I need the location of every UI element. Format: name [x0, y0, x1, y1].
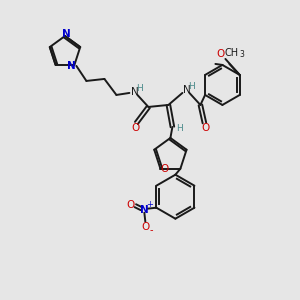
Text: -: -	[150, 225, 153, 235]
Text: H: H	[136, 84, 143, 93]
Text: +: +	[146, 200, 153, 209]
Text: O: O	[160, 164, 169, 174]
Text: N: N	[140, 205, 149, 215]
Text: O: O	[141, 222, 149, 232]
Text: O: O	[201, 123, 209, 133]
Text: 3: 3	[239, 50, 244, 59]
Text: N: N	[67, 61, 76, 71]
Text: N: N	[61, 29, 70, 39]
Text: N: N	[182, 85, 190, 95]
Text: CH: CH	[224, 48, 239, 58]
Text: O: O	[131, 123, 140, 133]
Text: O: O	[126, 200, 134, 210]
Text: O: O	[216, 49, 224, 59]
Text: H: H	[176, 124, 183, 134]
Text: N: N	[130, 87, 138, 97]
Text: H: H	[188, 82, 195, 91]
